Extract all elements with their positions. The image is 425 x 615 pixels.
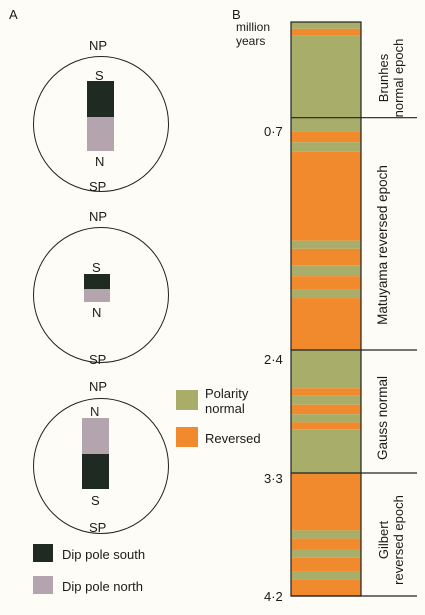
bar-lower-letter: N — [92, 305, 102, 320]
legend-swatch-dip-pole-south — [33, 544, 53, 562]
polarity-stripe-normal — [291, 265, 361, 277]
polarity-stripe-normal — [291, 429, 361, 473]
polarity-stripe-normal — [291, 142, 361, 152]
tick-label-4-2: 4·2 — [264, 589, 283, 604]
epoch-label-gauss: Gauss normal — [375, 376, 391, 460]
polarity-stripe-reversed — [291, 298, 361, 350]
bar-upper-letter: S — [95, 68, 104, 83]
epoch-label-matuyama: Matuyama reversed epoch — [375, 165, 391, 325]
tick-label-2-4: 2·4 — [264, 352, 283, 367]
dip-pole-north-bar — [84, 289, 110, 302]
legend-label-dip-pole-north: Dip pole north — [62, 579, 143, 594]
dip-pole-south-bar — [87, 81, 114, 117]
polarity-stripe-normal — [291, 240, 361, 249]
epoch-matuyama-line1: Matuyama reversed epoch — [375, 165, 391, 325]
polarity-stripe-reversed — [291, 28, 361, 36]
epoch-gauss-line1: Gauss normal — [375, 375, 391, 461]
polarity-stripe-normal — [291, 530, 361, 539]
legend-label-normal-line1: Polarity — [205, 386, 249, 401]
bar-upper-letter: S — [92, 260, 101, 275]
polarity-stripe-reversed — [291, 579, 361, 596]
south-pole-label: SP — [89, 179, 107, 194]
polarity-stripe-normal — [291, 414, 361, 423]
legend-swatch-normal — [176, 390, 198, 410]
polarity-stripe-normal — [291, 289, 361, 299]
polarity-stripe-normal — [291, 350, 361, 389]
polarity-stripe-reversed — [291, 404, 361, 415]
polarity-stripe-reversed — [291, 131, 361, 143]
polarity-stripe-normal — [291, 117, 361, 132]
legend-swatch-reversed — [176, 427, 198, 447]
tick-label-0-7: 0·7 — [264, 124, 283, 139]
north-pole-label: NP — [89, 38, 108, 53]
polarity-stripe-reversed — [291, 388, 361, 396]
dip-pole-north-bar — [87, 117, 114, 151]
epoch-gilbert-line2: reversed epoch — [391, 495, 406, 585]
south-pole-label: SP — [89, 352, 107, 367]
axis-title-line2: years — [236, 34, 266, 48]
epoch-label-brunhes: Brunhes normal epoch — [376, 38, 407, 118]
panel-b-letter: B — [232, 7, 241, 22]
polarity-stripe-normal — [291, 22, 361, 29]
earth-circle — [33, 398, 169, 534]
panel-a-letter: A — [9, 7, 18, 22]
polarity-stripe-normal — [291, 571, 361, 580]
dip-pole-north-bar — [82, 418, 109, 454]
legend-label-reversed: Reversed — [205, 431, 261, 446]
north-pole-label: NP — [89, 379, 108, 394]
bar-upper-letter: N — [90, 404, 100, 419]
earth-circle — [33, 227, 169, 363]
polarity-stripe-normal — [291, 35, 361, 118]
epoch-gilbert-line1: Gilbert — [376, 520, 392, 560]
epoch-brunhes-line2: normal epoch — [391, 38, 406, 118]
polarity-stripe-reversed — [291, 538, 361, 550]
axis-title-line1: million — [236, 20, 271, 34]
polarity-stripe-reversed — [291, 473, 361, 531]
dip-pole-south-bar — [84, 274, 110, 289]
dip-pole-south-bar — [82, 454, 109, 489]
north-pole-label: NP — [89, 209, 108, 224]
polarity-stripe-normal — [291, 395, 361, 405]
polarity-stripe-reversed — [291, 557, 361, 572]
epoch-label-gilbert: Gilbert reversed epoch — [376, 495, 407, 585]
polarity-stripe-reversed — [291, 422, 361, 430]
legend-label-normal-line2: normal — [205, 401, 245, 416]
tick-label-3-3: 3·3 — [264, 471, 283, 486]
polarity-stripe-reversed — [291, 248, 361, 266]
legend-swatch-dip-pole-north — [33, 576, 53, 594]
earth-circle — [33, 56, 169, 192]
epoch-brunhes-line1: Brunhes — [376, 53, 392, 103]
polarity-stripe-reversed — [291, 151, 361, 241]
polarity-stripe-reversed — [291, 276, 361, 290]
south-pole-label: SP — [89, 520, 107, 535]
polarity-stripe-normal — [291, 549, 361, 558]
legend-label-dip-pole-south: Dip pole south — [62, 547, 146, 562]
bar-lower-letter: S — [91, 493, 100, 508]
bar-lower-letter: N — [95, 154, 105, 169]
